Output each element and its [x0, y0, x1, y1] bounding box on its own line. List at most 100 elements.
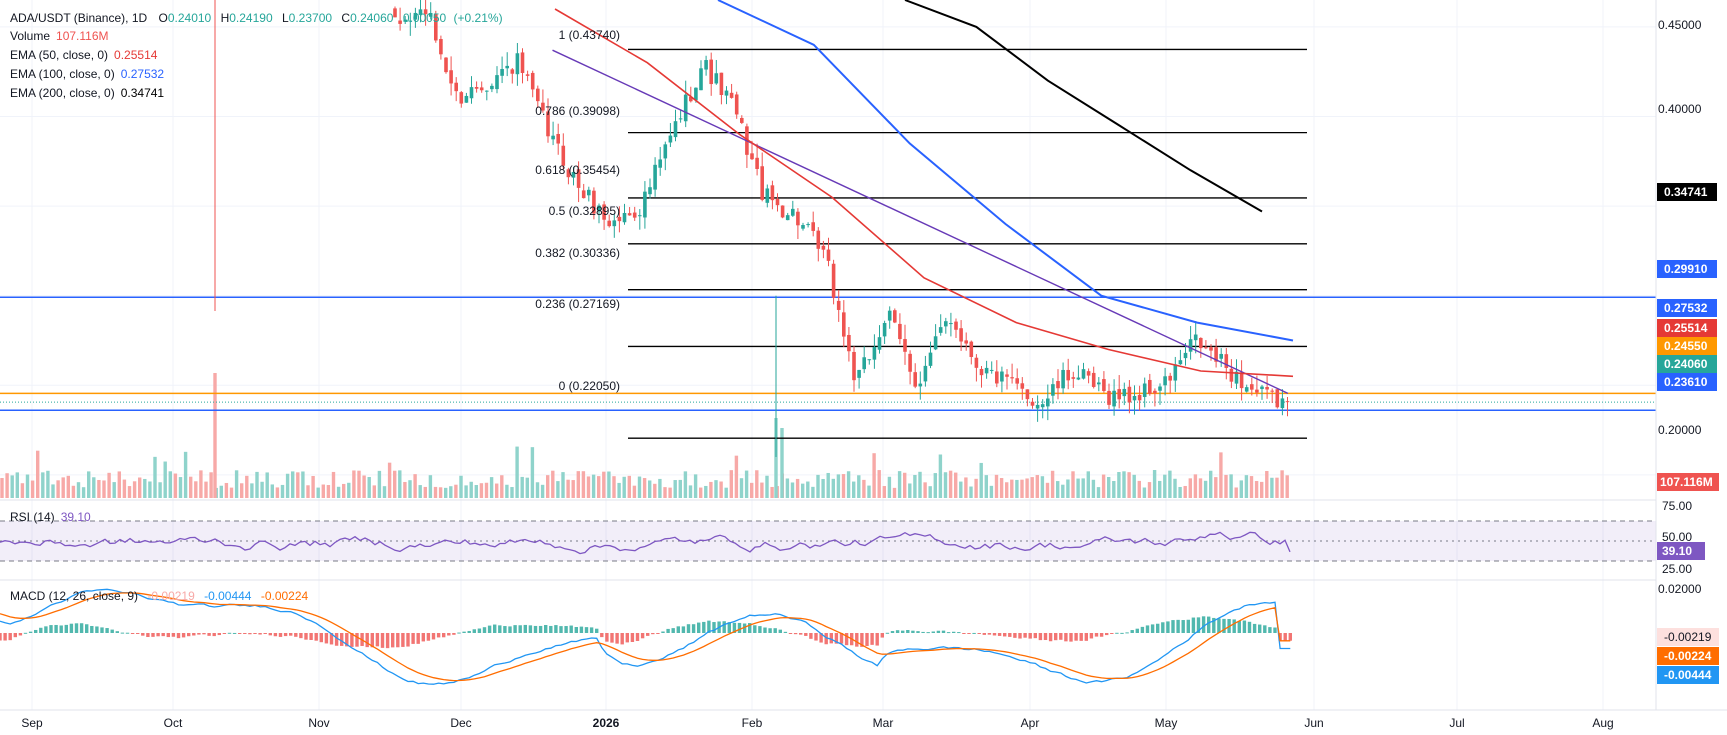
candle-body: [811, 222, 815, 231]
macd-hist-bar: [314, 633, 318, 641]
volume-bar: [744, 470, 749, 498]
volume-bar: [311, 475, 315, 498]
macd-hist-bar: [860, 633, 864, 647]
volume-bar: [474, 485, 478, 498]
macd-hist-bar: [294, 633, 298, 637]
volume-bar: [627, 475, 631, 498]
volume-bar: [586, 476, 591, 498]
candle-body: [1071, 377, 1076, 379]
price-scale[interactable]: 0.45000 0.40000 0.20000: [1658, 18, 1702, 437]
macd-hist-bar: [630, 633, 635, 642]
volume-bar: [1056, 481, 1060, 498]
macd-hist-bar: [370, 633, 374, 648]
volume-bar: [1040, 476, 1045, 498]
change-percent: (+0.21%): [454, 11, 503, 25]
high-key: H: [221, 11, 230, 25]
descending-trendline[interactable]: [552, 49, 1289, 395]
volume-bar: [5, 473, 9, 498]
macd-hist-bar: [125, 632, 130, 634]
candle-body: [439, 39, 443, 55]
volume-bar: [342, 483, 346, 498]
macd-hist-bar: [477, 628, 482, 633]
rsi-scale: 75.00 50.00 25.00 39.10: [1657, 499, 1705, 576]
macd-hist-bar: [90, 625, 94, 633]
signal-badge-text: -0.00224: [1664, 649, 1712, 663]
macd-hist-bar: [702, 621, 706, 633]
macd-hist-bar: [130, 633, 135, 634]
candle-body: [740, 117, 744, 123]
candle-body: [413, 12, 418, 20]
macd-hist-bar: [508, 626, 512, 633]
macd-hist-bar: [273, 633, 278, 637]
macd-hist-bar: [263, 633, 267, 634]
macd-hist-bar: [13, 633, 17, 638]
macd-hist-bar: [283, 633, 288, 637]
candle-body: [1209, 347, 1213, 351]
candle-body: [464, 95, 469, 103]
volume-bar: [857, 475, 861, 498]
candle-body: [1153, 390, 1157, 394]
macd-hist-bar: [1201, 616, 1206, 633]
volume-bar: [168, 471, 172, 498]
macd-hist-bar: [1288, 633, 1292, 641]
ema100-label[interactable]: EMA (100, close, 0): [10, 67, 115, 81]
macd-hist-bar: [232, 632, 237, 634]
macd-hist-badge-text: -0.00219: [1664, 630, 1712, 644]
candle-body: [434, 14, 438, 41]
candle-body: [974, 357, 979, 368]
candle-body: [1173, 364, 1178, 381]
macd-label[interactable]: MACD (12, 26, close, 9) -0.00219 -0.0044…: [10, 589, 309, 603]
candle-body: [729, 92, 734, 98]
macd-hist-bar: [431, 633, 436, 640]
macd-hist-bar: [49, 625, 53, 633]
rsi-label[interactable]: RSI (14) 39.10: [10, 510, 91, 524]
candle-body: [1178, 360, 1183, 365]
ema200-label[interactable]: EMA (200, close, 0): [10, 86, 115, 100]
volume-bar: [892, 487, 897, 498]
macd-hist-bar: [1120, 632, 1124, 634]
candle-body: [683, 94, 688, 122]
volume-bar: [1005, 482, 1009, 498]
volume-bar: [291, 471, 295, 498]
candle-body: [938, 327, 943, 333]
volume-bar: [653, 483, 657, 498]
ema50-label[interactable]: EMA (50, close, 0): [10, 48, 108, 62]
volume-bar: [1091, 479, 1096, 498]
time-scale[interactable]: Sep Oct Nov Dec 2026 Feb Mar Apr May Jun…: [21, 716, 1613, 730]
candle-body: [949, 323, 953, 325]
macd-hist-bar: [829, 633, 833, 644]
candle-body: [479, 87, 484, 91]
macd-hist-bar: [707, 620, 711, 633]
macd-hist-bar: [85, 624, 89, 633]
candle-body: [428, 12, 433, 17]
volume-bar: [336, 486, 341, 498]
orange-level-badge-text: 0.24550: [1664, 339, 1708, 353]
volume-badge-text: 107.116M: [1660, 475, 1713, 489]
macd-hist-bar: [426, 633, 431, 641]
volume-bar: [209, 472, 213, 498]
macd-hist-bar: [1130, 630, 1134, 633]
ema100-badge: [1657, 299, 1717, 317]
fib-label-0786: 0.786 (0.39098): [535, 104, 620, 118]
macd-hist-bar: [574, 627, 578, 633]
macd-hist-bar: [972, 632, 976, 634]
macd-hist-bar: [217, 633, 221, 636]
volume-bar: [1035, 475, 1039, 498]
macd-hist-bar: [375, 633, 380, 647]
candle-body: [1224, 354, 1229, 368]
volume-bar: [464, 485, 468, 498]
macd-hist-bar: [28, 631, 33, 633]
volume-label[interactable]: Volume: [10, 29, 50, 43]
symbol-label[interactable]: ADA/USDT (Binance), 1D: [10, 11, 147, 25]
macd-hist-bar: [1186, 619, 1190, 633]
macd-hist-bar: [442, 633, 446, 638]
macd-hist-bar: [595, 628, 599, 633]
macd-hist-bar: [523, 624, 527, 633]
volume-bar: [1158, 480, 1162, 498]
macd-hist-bar: [64, 624, 68, 633]
candle-body: [444, 57, 448, 73]
macd-hist-bar: [146, 633, 150, 638]
macd-hist-bar: [452, 633, 456, 635]
volume-bar: [107, 472, 111, 498]
